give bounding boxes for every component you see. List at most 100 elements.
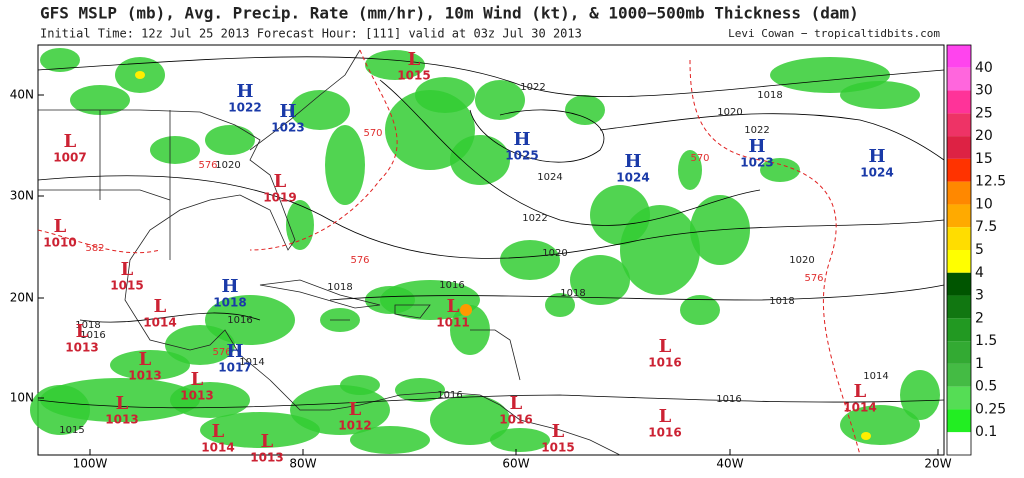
- precip-area: [415, 77, 475, 113]
- isobar: [37, 394, 945, 409]
- pressure-symbol: H: [868, 146, 885, 167]
- coastline: [38, 189, 171, 201]
- pressure-value: 1014: [143, 316, 176, 330]
- precip-area: [840, 81, 920, 109]
- precip-area: [365, 50, 425, 80]
- precip-area: [565, 95, 605, 125]
- pressure-symbol: L: [447, 296, 460, 317]
- lat-label: 20N: [10, 291, 34, 305]
- pressure-value: 1010: [43, 236, 76, 250]
- colorbar-label: 0.5: [975, 379, 997, 395]
- precip-area: [475, 80, 525, 120]
- precip-area: [150, 136, 200, 164]
- pressure-value: 1013: [105, 413, 138, 427]
- pressure-value: 1013: [250, 451, 283, 465]
- precip-area: [340, 375, 380, 395]
- thickness-line: [249, 49, 398, 251]
- isobar-label: 1024: [537, 172, 562, 183]
- pressure-value: 1023: [271, 121, 304, 135]
- precip-area: [570, 255, 630, 305]
- thickness-label: 576: [198, 160, 217, 171]
- precip-area: [170, 382, 250, 418]
- lat-label: 10N: [10, 391, 34, 405]
- isobar-label: 1018: [769, 296, 794, 307]
- isobar: [37, 175, 945, 259]
- colorbar-swatch: [947, 295, 971, 319]
- precip-area: [40, 48, 80, 72]
- coastline: [249, 49, 361, 151]
- pressure-value: 1022: [228, 101, 261, 115]
- precip-area: [620, 205, 700, 295]
- precip-core: [135, 71, 145, 79]
- coastline: [499, 404, 621, 456]
- precip-area: [350, 426, 430, 454]
- colorbar-label: 12.5: [975, 174, 1006, 190]
- coastline: [470, 329, 521, 381]
- precip-area: [545, 293, 575, 317]
- colorbar-swatch: [947, 67, 971, 91]
- isobar-label: 1020: [542, 248, 567, 259]
- pressure-symbol: H: [279, 101, 296, 122]
- pressure-symbol: L: [76, 321, 89, 342]
- isobar-label: 1014: [863, 371, 888, 382]
- coastline: [259, 279, 381, 309]
- isobar-label: 1018: [75, 320, 100, 331]
- colorbar-swatch: [947, 227, 971, 250]
- colorbar-swatch: [947, 432, 971, 455]
- precip-area: [678, 150, 702, 190]
- precip-area: [900, 370, 940, 420]
- pressure-symbol: L: [116, 393, 129, 414]
- pressure-symbol: H: [221, 276, 238, 297]
- pressure-symbol: L: [854, 381, 867, 402]
- isobar-label: 1016: [439, 280, 464, 291]
- pressure-symbol: L: [154, 296, 167, 317]
- colorbar-swatch: [947, 363, 971, 387]
- pressure-value: 1014: [843, 401, 876, 415]
- pressure-symbol: L: [510, 393, 523, 414]
- colorbar-swatch: [947, 250, 971, 273]
- pressure-symbol: L: [191, 369, 204, 390]
- precip-area: [395, 378, 445, 402]
- pressure-value: 1019: [263, 191, 296, 205]
- colorbar-label: 1.5: [975, 333, 997, 349]
- precip-area: [290, 90, 350, 130]
- colorbar-label: 4: [975, 265, 984, 281]
- precip-core: [861, 432, 871, 440]
- precip-area: [500, 240, 560, 280]
- precip-area: [450, 135, 510, 185]
- colorbar-frame: [946, 44, 972, 456]
- pressure-symbol: L: [349, 399, 362, 420]
- precip-area: [30, 385, 90, 435]
- pressure-symbol: L: [552, 421, 565, 442]
- colorbar-swatch: [947, 136, 971, 159]
- precip-area: [680, 295, 720, 325]
- pressure-symbol: H: [513, 129, 530, 150]
- colorbar-swatch: [947, 409, 971, 433]
- coastline: [38, 109, 501, 411]
- pressure-value: 1016: [648, 356, 681, 370]
- colorbar-swatch: [947, 45, 971, 68]
- lat-label: 30N: [10, 189, 34, 203]
- isobar-label: 1020: [717, 107, 742, 118]
- isobar-label: 1020: [789, 255, 814, 266]
- pressure-value: 1014: [201, 441, 234, 455]
- colorbar-label: 5: [975, 242, 984, 258]
- precip-core: [460, 304, 472, 316]
- thickness-line: [689, 59, 861, 456]
- colorbar-swatch: [947, 113, 971, 137]
- isobar-label: 1015: [59, 425, 84, 436]
- pressure-value: 1016: [648, 426, 681, 440]
- precip-area: [760, 158, 800, 182]
- pressure-value: 1018: [213, 296, 246, 310]
- thickness-line: [37, 229, 161, 254]
- isobar-label: 1018: [560, 288, 585, 299]
- lon-label: 80W: [289, 457, 316, 471]
- pressure-value: 1007: [53, 151, 86, 165]
- isobar: [79, 312, 261, 323]
- pressure-value: 1012: [338, 419, 371, 433]
- colorbar-swatch: [947, 204, 971, 228]
- pressure-value: 1013: [128, 369, 161, 383]
- precip-area: [430, 395, 510, 445]
- colorbar-label: 1: [975, 356, 984, 372]
